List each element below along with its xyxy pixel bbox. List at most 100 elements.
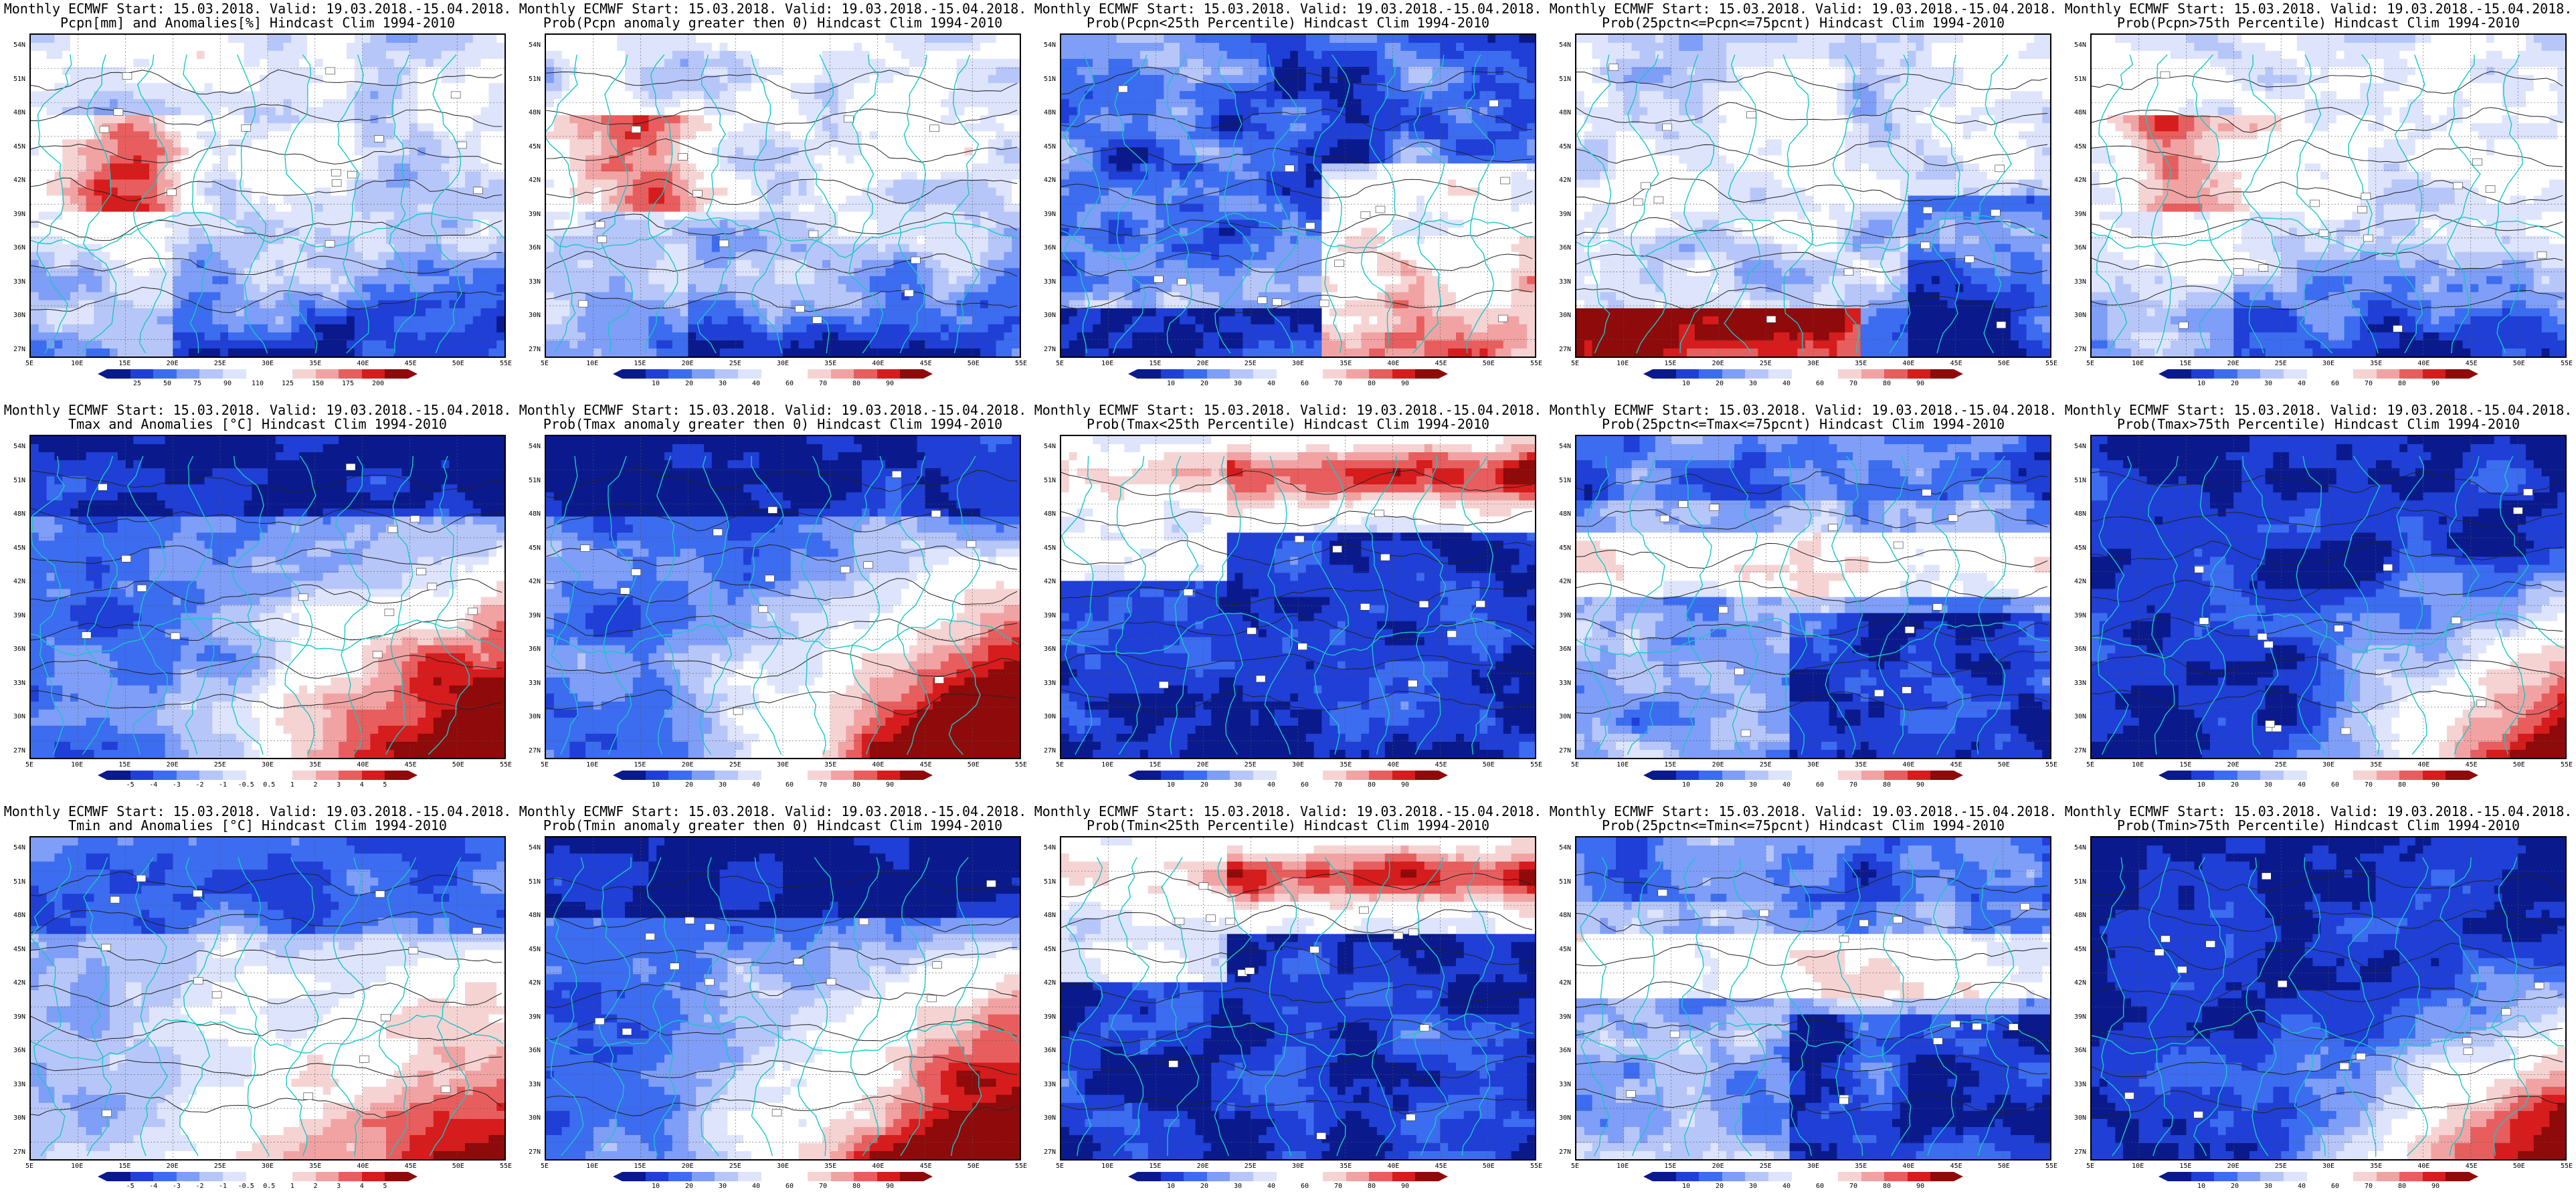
shading-cell — [291, 163, 300, 173]
shading-cell — [767, 276, 775, 285]
shading-cell — [488, 147, 497, 156]
shading-cell — [268, 252, 276, 261]
shading-cell — [901, 99, 910, 108]
shading-cell — [488, 163, 497, 173]
shading-cell — [196, 300, 205, 309]
shading-cell — [940, 252, 949, 261]
shading-cell — [173, 163, 181, 173]
y-tick-label: 51N — [0, 76, 25, 84]
shading-cell — [339, 292, 347, 301]
shading-cell — [496, 203, 504, 213]
shading-cell — [78, 211, 87, 221]
shading-cell — [790, 43, 800, 52]
shading-cell — [323, 131, 332, 140]
shading-cell — [711, 235, 721, 245]
shading-cell — [418, 340, 426, 349]
shading-cell — [901, 163, 910, 173]
shading-cell — [688, 91, 697, 100]
x-tick-label: 5E — [531, 360, 558, 368]
shading-cell — [331, 284, 339, 293]
shading-cell — [488, 203, 497, 213]
shading-cell — [696, 123, 705, 132]
shading-cell — [854, 324, 862, 333]
shading-cell — [141, 163, 150, 173]
shading-cell — [244, 171, 252, 181]
shading-cell — [354, 308, 363, 317]
shading-cell — [735, 316, 744, 325]
shading-cell — [964, 59, 973, 68]
shading-cell — [688, 75, 697, 84]
shading-cell — [347, 35, 355, 43]
shading-cell — [331, 316, 339, 325]
shading-cell — [252, 139, 260, 148]
y-tick-label: 48N — [0, 109, 25, 117]
shading-cell — [672, 123, 681, 132]
shading-cell — [830, 155, 839, 164]
shading-cell — [449, 67, 458, 76]
shading-cell — [401, 332, 410, 341]
shading-cell — [632, 260, 642, 269]
shading-cell — [759, 340, 767, 349]
shading-cell — [299, 227, 308, 237]
shading-cell — [117, 99, 126, 108]
shading-cell — [806, 107, 815, 116]
shading-cell — [869, 99, 879, 108]
shading-cell — [228, 252, 237, 261]
shading-cell — [228, 324, 237, 333]
shading-cell — [370, 163, 379, 173]
shading-cell — [386, 203, 395, 213]
shading-cell — [972, 340, 981, 349]
shading-cell — [703, 75, 713, 84]
shading-cell — [441, 35, 450, 43]
shading-cell — [743, 67, 752, 76]
shading-cell — [275, 308, 284, 317]
shading-cell — [94, 211, 102, 221]
shading-cell — [917, 340, 925, 349]
shading-cell — [46, 163, 55, 173]
shading-cell — [181, 155, 189, 164]
shading-cell — [133, 59, 142, 68]
shading-cell — [331, 340, 339, 349]
y-tick-label: 39N — [0, 211, 25, 219]
shading-cell — [38, 187, 48, 197]
shading-cell — [31, 260, 39, 269]
shading-cell — [157, 211, 166, 221]
shading-cell — [181, 139, 189, 148]
shading-cell — [846, 107, 854, 116]
shading-cell — [480, 163, 489, 173]
shading-cell — [496, 51, 504, 60]
shading-cell — [617, 324, 626, 333]
shading-cell — [940, 340, 949, 349]
shading-cell — [386, 155, 395, 164]
shading-cell — [291, 99, 300, 108]
shading-cell — [449, 332, 458, 341]
shading-cell — [925, 59, 933, 68]
shading-cell — [585, 59, 594, 68]
shading-cell — [656, 99, 665, 108]
shading-cell — [141, 243, 150, 253]
shading-cell — [996, 155, 1004, 164]
shading-cell — [472, 171, 482, 181]
shading-cell — [751, 43, 760, 52]
shading-cell — [323, 219, 332, 229]
shading-cell — [972, 163, 981, 173]
shading-cell — [767, 340, 775, 349]
border-line — [389, 54, 418, 354]
shading-cell — [956, 284, 965, 293]
shading-cell — [846, 332, 854, 341]
shading-cell — [323, 203, 332, 213]
shading-cell — [472, 284, 482, 293]
shading-cell — [783, 123, 792, 132]
shading-cell — [441, 131, 450, 140]
shading-cell — [869, 260, 879, 269]
shading-cell — [577, 171, 586, 181]
shading-cell — [283, 59, 292, 68]
shading-cell — [672, 284, 681, 293]
shading-cell — [370, 91, 379, 100]
shading-cell — [465, 51, 474, 60]
shading-cell — [1004, 131, 1012, 140]
shading-cell — [268, 227, 276, 237]
shading-cell — [62, 316, 71, 325]
shading-cell — [593, 227, 602, 237]
shading-cell — [988, 171, 997, 181]
